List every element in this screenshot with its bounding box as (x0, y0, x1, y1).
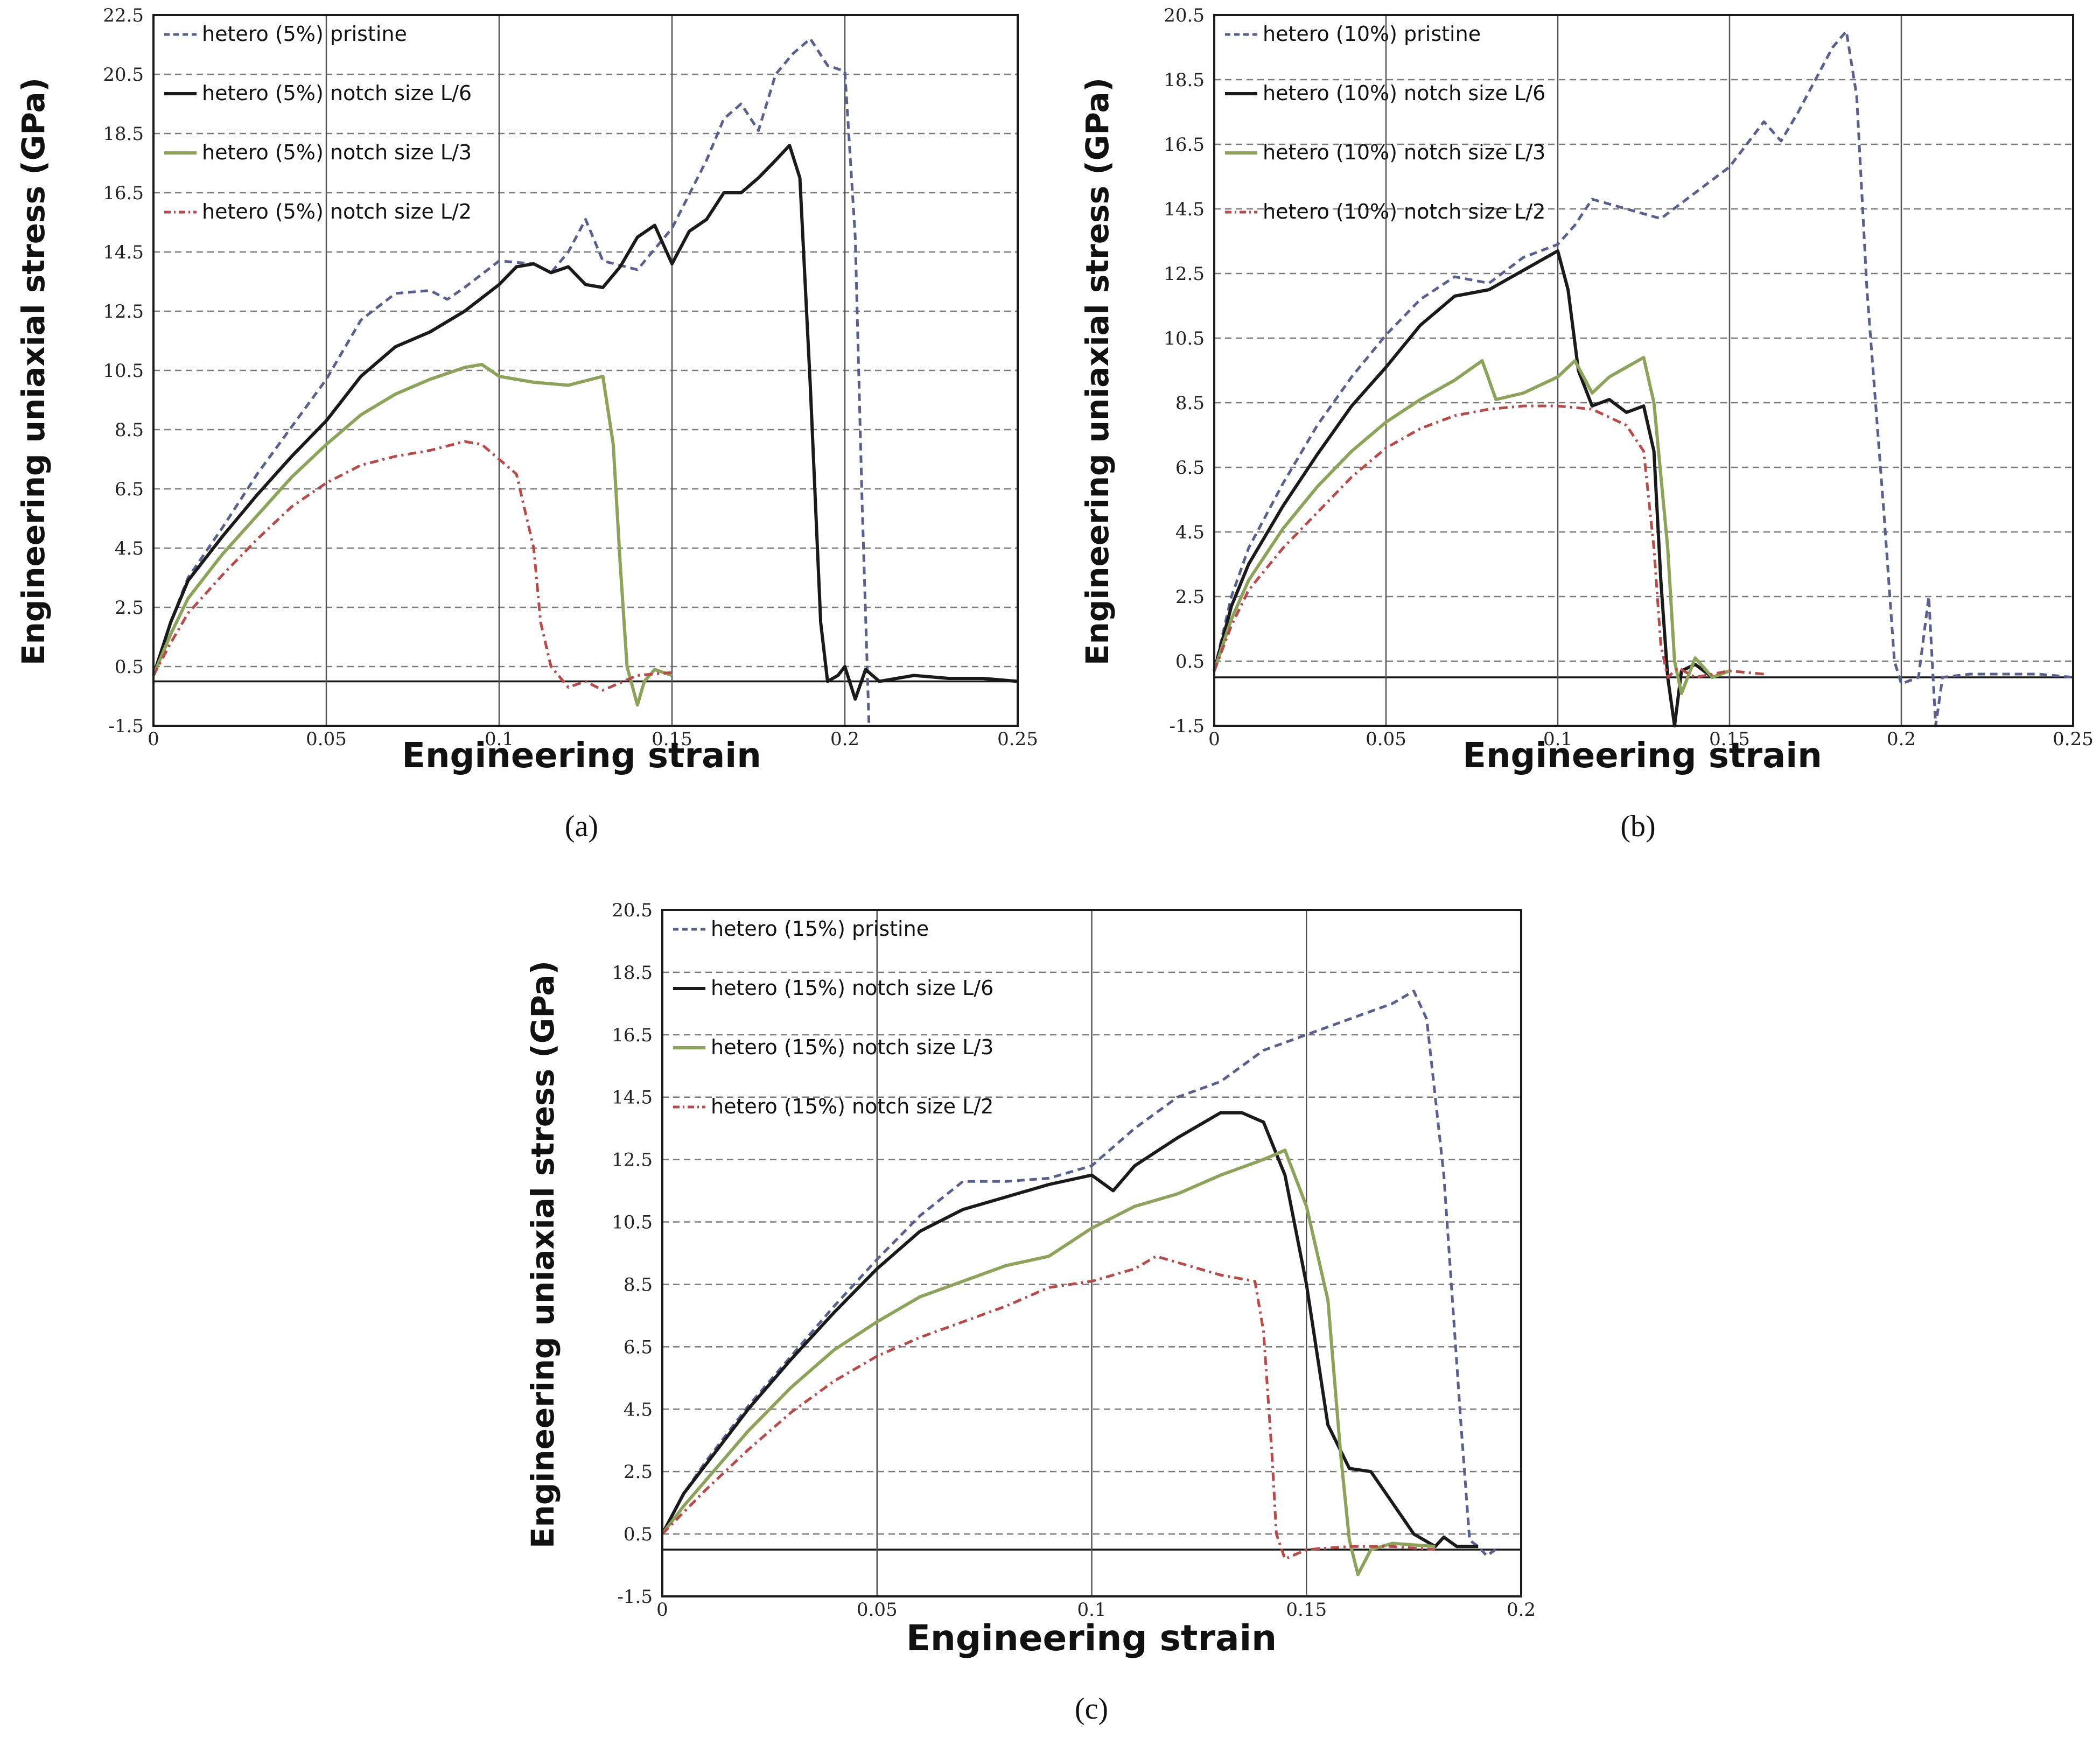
plot-frame (1213, 14, 2074, 727)
x-tick-label: 0.25 (2053, 728, 2094, 750)
x-tick-label: 0 (1208, 728, 1220, 750)
y-tick-label: 14.5 (103, 242, 144, 263)
y-tick-label: 2.5 (115, 597, 144, 619)
series-line-1 (1213, 30, 2074, 727)
y-tick-label: 8.5 (115, 419, 144, 441)
legend-label: hetero (5%) pristine (202, 22, 407, 46)
x-tick-label: 0.05 (857, 1599, 898, 1621)
legend-label: hetero (5%) notch size L/6 (202, 81, 472, 105)
legend-label: hetero (10%) notch size L/2 (1263, 200, 1545, 223)
y-tick-label: 4.5 (624, 1399, 653, 1420)
x-tick-label: 0.25 (997, 728, 1038, 750)
y-tick-label: 10.5 (103, 360, 144, 382)
y-tick-label: 10.5 (612, 1212, 653, 1234)
series-line-2 (661, 1111, 1479, 1548)
x-tick-label: 0.1 (1543, 728, 1572, 750)
y-tick-label: 6.5 (1175, 457, 1205, 479)
y-tick-label: 16.5 (612, 1025, 653, 1046)
legend-label: hetero (15%) notch size L/3 (711, 1035, 993, 1059)
y-tick-label: 6.5 (115, 479, 144, 500)
x-tick-label: 0.05 (306, 728, 347, 750)
series-line-1 (661, 990, 1501, 1558)
legend-label: hetero (15%) pristine (711, 917, 929, 941)
y-tick-label: -1.5 (108, 716, 144, 737)
y-tick-label: 0.5 (624, 1524, 653, 1545)
y-tick-label: 20.5 (103, 64, 144, 86)
y-tick-label: 12.5 (612, 1150, 653, 1171)
y-tick-label: 16.5 (103, 183, 144, 204)
series-line-2 (152, 144, 1018, 701)
y-tick-label: 22.5 (103, 5, 144, 26)
y-tick-label: 18.5 (612, 962, 653, 984)
y-tick-label: 20.5 (1164, 5, 1205, 26)
y-tick-label: 8.5 (1175, 393, 1205, 414)
legend-label: hetero (10%) pristine (1263, 22, 1481, 46)
y-tick-label: 2.5 (624, 1461, 653, 1483)
y-tick-label: 16.5 (1164, 134, 1205, 156)
series-line-4 (661, 1255, 1436, 1560)
x-tick-label: 0.1 (485, 728, 514, 750)
x-tick-label: 0.15 (652, 728, 692, 750)
y-tick-label: -1.5 (617, 1586, 653, 1608)
x-tick-label: 0.1 (1077, 1599, 1106, 1621)
y-tick-label: 12.5 (103, 301, 144, 323)
legend-label: hetero (5%) notch size L/3 (202, 141, 472, 164)
x-tick-label: 0 (656, 1599, 668, 1621)
panel-label: (a) (565, 810, 598, 843)
y-tick-label: 10.5 (1164, 328, 1205, 349)
y-tick-label: 18.5 (1164, 69, 1205, 91)
series-line-4 (152, 440, 673, 692)
y-tick-label: 0.5 (115, 656, 144, 678)
x-tick-label: 0.2 (1887, 728, 1916, 750)
y-tick-label: -1.5 (1169, 716, 1205, 737)
x-tick-label: 0 (148, 728, 159, 750)
series-line-4 (1213, 404, 1765, 679)
y-tick-label: 6.5 (624, 1336, 653, 1358)
x-axis-label: Engineering strain (402, 736, 761, 776)
y-axis-label: Engineering uniaxial stress (GPa) (15, 78, 52, 665)
y-tick-label: 14.5 (612, 1087, 653, 1109)
y-tick-label: 0.5 (1175, 651, 1205, 672)
chart-panel-a: -1.5 0.5 2.5 4.5 6.5 8.5 10.5 12.5 14.5 16.5 18.5 2… (15, 5, 1038, 843)
plot-frame (661, 909, 1522, 1597)
x-tick-label: 0.2 (830, 728, 859, 750)
x-axis-label: Engineering strain (1462, 736, 1822, 776)
legend-label: hetero (15%) notch size L/2 (711, 1095, 993, 1118)
y-axis-label: Engineering uniaxial stress (GPa) (1079, 78, 1116, 665)
chart-panel-c: -1.5 0.5 2.5 4.5 6.5 8.5 10.5 12.5 14.5 16.5 18.5 2… (524, 900, 1536, 1726)
x-tick-label: 0.05 (1366, 728, 1406, 750)
plot-frame (152, 14, 1019, 727)
legend-label: hetero (10%) notch size L/6 (1263, 81, 1545, 105)
series-line-1 (152, 37, 871, 726)
series-line-2 (1213, 249, 1731, 727)
y-tick-label: 12.5 (1164, 263, 1205, 285)
y-tick-label: 8.5 (624, 1274, 653, 1295)
y-tick-label: 14.5 (1164, 199, 1205, 220)
x-tick-label: 0.2 (1507, 1599, 1536, 1621)
series-line-3 (1213, 356, 1731, 695)
x-tick-label: 0.15 (1286, 1599, 1327, 1621)
y-tick-label: 18.5 (103, 123, 144, 145)
x-axis-label: Engineering strain (906, 1617, 1277, 1659)
y-tick-label: 4.5 (1175, 522, 1205, 543)
legend-label: hetero (10%) notch size L/3 (1263, 141, 1545, 164)
chart-panel-b: -1.5 0.5 2.5 4.5 6.5 8.5 10.5 12.5 14.5 16.5 18.5 2… (1079, 5, 2094, 843)
series-line-3 (661, 1148, 1436, 1576)
y-tick-label: 20.5 (612, 900, 653, 921)
y-tick-label: 2.5 (1175, 586, 1205, 608)
panel-label: (c) (1075, 1692, 1108, 1726)
y-axis-label: Engineering uniaxial stress (GPa) (524, 961, 561, 1548)
y-tick-label: 4.5 (115, 538, 144, 559)
legend-label: hetero (15%) notch size L/6 (711, 976, 993, 1000)
panel-label: (b) (1620, 810, 1655, 843)
legend-label: hetero (5%) notch size L/2 (202, 200, 472, 223)
x-tick-label: 0.15 (1709, 728, 1750, 750)
